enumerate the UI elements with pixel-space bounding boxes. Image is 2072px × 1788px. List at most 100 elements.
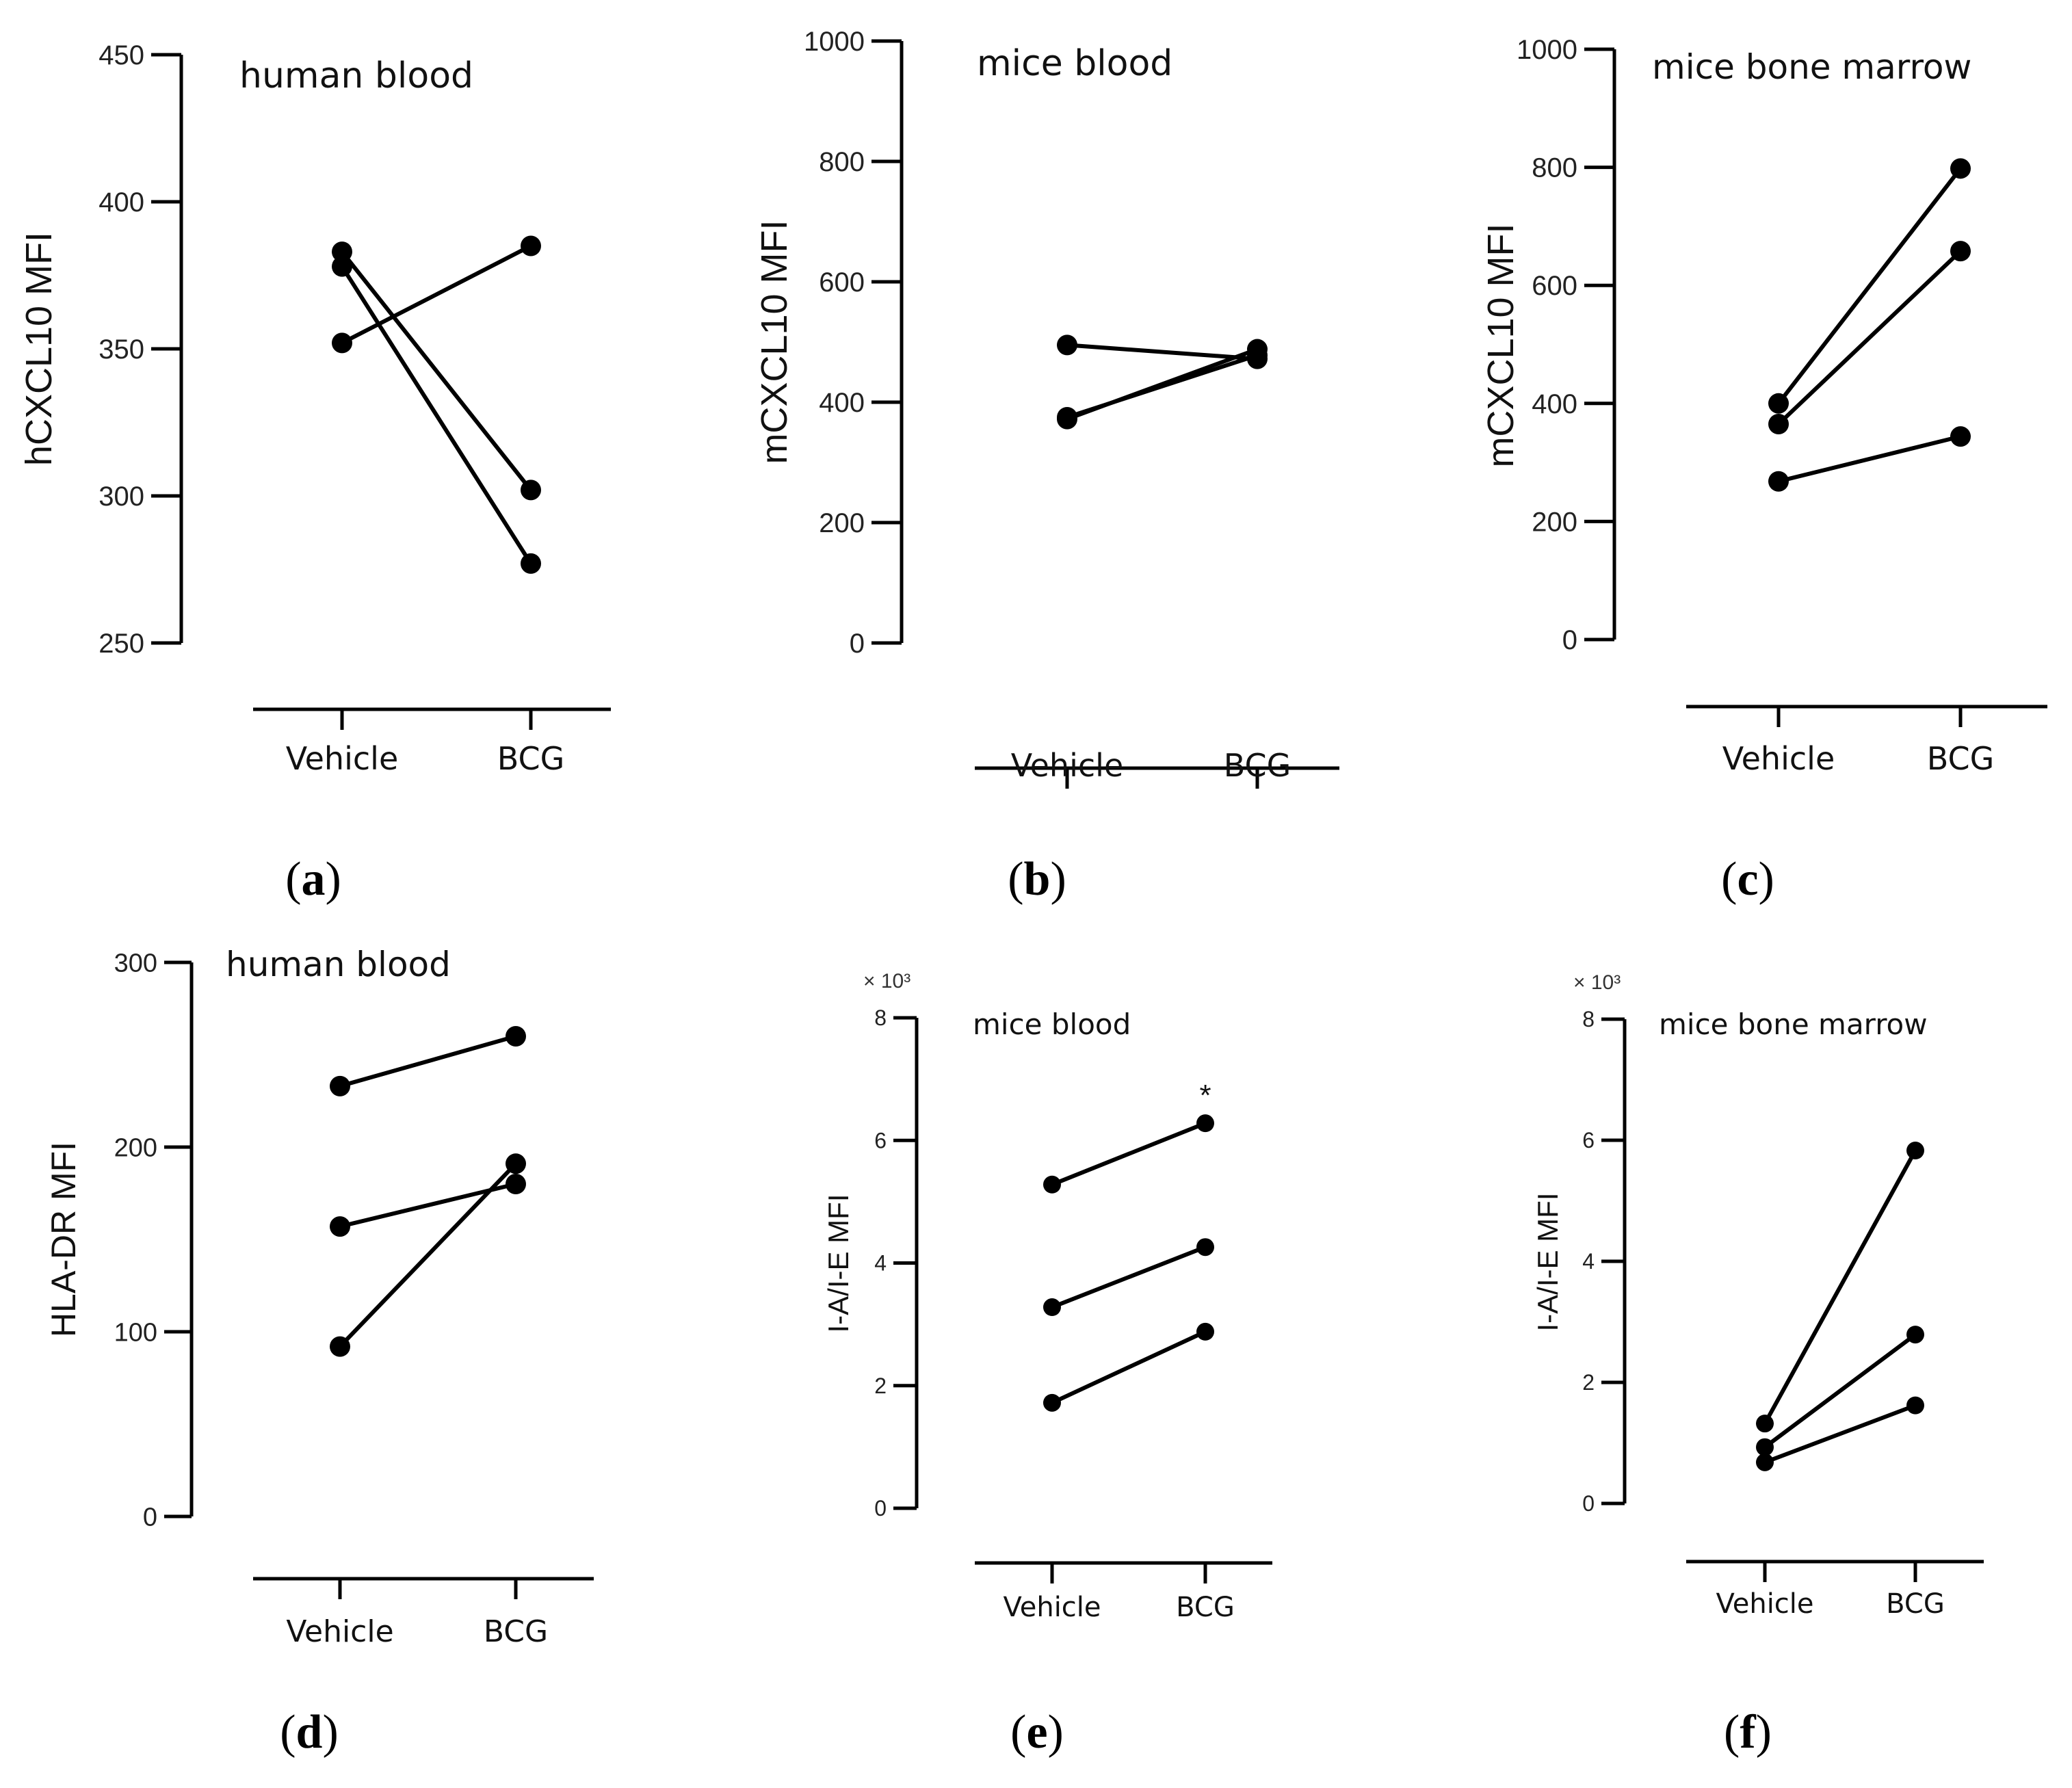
pair-line xyxy=(339,1182,516,1229)
chart-title: mice blood xyxy=(973,1008,1131,1041)
y-axis-title: I-A/I-E MFI xyxy=(822,1194,854,1333)
pair-line xyxy=(1051,1245,1207,1309)
y-axis-title: HLA-DR MFI xyxy=(44,1142,83,1337)
y-tick-label: 4 xyxy=(1582,1249,1595,1274)
chart-panel-b: 0 200 400 600 800 1000 mCXCL10 MFI mice blood Ve… xyxy=(754,27,1339,906)
data-point-vehicle xyxy=(1043,1393,1061,1412)
data-point-vehicle xyxy=(1768,471,1789,492)
data-point-bcg xyxy=(1950,426,1971,447)
y-tick-label: 6 xyxy=(874,1128,887,1153)
data-point-bcg xyxy=(521,235,541,257)
x-category-label: Vehicle xyxy=(1722,740,1835,777)
y-axis-title: mCXCL10 MFI xyxy=(1480,223,1521,467)
y-tick-label: 200 xyxy=(819,508,865,538)
data-point-vehicle xyxy=(332,241,352,263)
y-tick-label: 1000 xyxy=(804,27,865,57)
data-point-bcg xyxy=(1906,1142,1924,1160)
y-tick-label: 0 xyxy=(850,629,865,659)
pair-line xyxy=(1051,1121,1207,1187)
data-point-bcg xyxy=(506,1153,526,1174)
pair-line xyxy=(1763,1403,1917,1464)
pair-line xyxy=(1051,1330,1207,1405)
chart-title: mice blood xyxy=(977,43,1172,84)
x-category-label: BCG xyxy=(1886,1588,1945,1620)
chart-title: mice bone marrow xyxy=(1659,1008,1928,1041)
y-tick-label: 600 xyxy=(1532,271,1577,301)
y-tick-label: 400 xyxy=(1532,389,1577,419)
y-axis-title: mCXCL10 MFI xyxy=(754,220,795,464)
y-tick-label: 8 xyxy=(1582,1007,1595,1031)
x-category-label: Vehicle xyxy=(286,1614,393,1649)
pair-line xyxy=(340,265,533,565)
significance-star: * xyxy=(1199,1079,1211,1112)
data-point-bcg xyxy=(1196,1322,1214,1341)
x-category-label: Vehicle xyxy=(1003,1592,1101,1623)
x-category-label: BCG xyxy=(484,1614,548,1649)
data-point-vehicle xyxy=(1043,1175,1061,1194)
data-point-bcg xyxy=(1950,158,1971,179)
data-point-vehicle xyxy=(1768,393,1789,414)
x-category-label: BCG xyxy=(1176,1592,1235,1623)
pair-line xyxy=(1776,249,1963,426)
y-tick-label: 0 xyxy=(143,1503,157,1531)
data-point-vehicle xyxy=(1756,1415,1774,1433)
y-tick-label: 6 xyxy=(1582,1128,1595,1153)
chart-panel-d: 0 100 200 300 HLA-DR MFI human blood Vehicle BC… xyxy=(44,945,594,1759)
y-tick-label: 450 xyxy=(99,40,144,70)
x-category-label: BCG xyxy=(1927,740,1995,777)
data-point-vehicle xyxy=(330,1216,350,1237)
y-tick-label: 800 xyxy=(1532,153,1577,183)
axis-multiplier: × 10³ xyxy=(1573,971,1621,994)
pair-line xyxy=(1778,434,1961,484)
data-point-vehicle xyxy=(332,332,352,354)
chart-title: mice bone marrow xyxy=(1652,47,1971,87)
data-point-bcg xyxy=(506,1174,526,1194)
pair-line xyxy=(341,244,532,345)
y-tick-label: 250 xyxy=(99,629,144,659)
data-point-vehicle xyxy=(1057,407,1077,428)
data-point-bcg xyxy=(1196,1114,1214,1133)
y-tick-label: 4 xyxy=(874,1251,887,1276)
y-tick-label: 400 xyxy=(99,187,144,218)
data-point-bcg xyxy=(521,553,541,574)
y-tick-label: 1000 xyxy=(1517,35,1577,65)
pair-line xyxy=(338,1162,518,1348)
pair-line xyxy=(1763,1332,1917,1449)
x-category-label: Vehicle xyxy=(1716,1588,1813,1620)
y-tick-label: 100 xyxy=(114,1318,157,1347)
y-tick-label: 350 xyxy=(99,334,144,365)
pair-line xyxy=(1776,167,1963,405)
y-tick-label: 800 xyxy=(819,147,865,177)
data-point-bcg xyxy=(521,479,541,501)
axis-multiplier: × 10³ xyxy=(863,970,910,992)
y-tick-label: 0 xyxy=(1582,1491,1595,1516)
x-category-label: Vehicle xyxy=(286,740,399,777)
y-tick-label: 400 xyxy=(819,388,865,418)
chart-panel-a: 250 300 350 400 450 hCXCL10 MFI human blood Veh… xyxy=(18,40,611,906)
data-point-bcg xyxy=(1950,241,1971,262)
y-tick-label: 2 xyxy=(1582,1370,1595,1395)
x-category-label: BCG xyxy=(497,740,565,777)
data-point-vehicle xyxy=(1756,1453,1774,1471)
chart-panel-c: 0 200 400 600 800 1000 mCXCL10 MFI mice bone ma… xyxy=(1480,35,2047,906)
chart-title: human blood xyxy=(226,945,451,984)
chart-panel-f: 0 2 4 6 8 × 10³ I-A/I-E MFI mice bone marrow Veh… xyxy=(1532,971,1984,1759)
chart-title: human blood xyxy=(239,55,473,96)
data-point-vehicle xyxy=(1057,334,1077,356)
y-axis-title: hCXCL10 MFI xyxy=(18,232,60,466)
panel-letter: (a) xyxy=(285,853,341,906)
y-tick-label: 200 xyxy=(1532,507,1577,537)
y-tick-label: 2 xyxy=(874,1373,887,1398)
data-point-bcg xyxy=(1906,1396,1924,1415)
data-point-vehicle xyxy=(330,1336,350,1357)
data-point-bcg xyxy=(1196,1238,1214,1257)
panel-letter: (b) xyxy=(1008,853,1066,906)
panel-letter: (e) xyxy=(1010,1706,1064,1759)
data-point-vehicle xyxy=(1768,414,1789,435)
y-tick-label: 8 xyxy=(874,1005,887,1030)
pair-line xyxy=(340,250,533,492)
y-tick-label: 0 xyxy=(1562,625,1577,655)
chart-panel-e: 0 2 4 6 8 × 10³ I-A/I-E MFI mice blood Vehicle BC… xyxy=(822,970,1272,1759)
data-point-bcg xyxy=(1906,1326,1924,1344)
pair-line xyxy=(1066,343,1258,361)
